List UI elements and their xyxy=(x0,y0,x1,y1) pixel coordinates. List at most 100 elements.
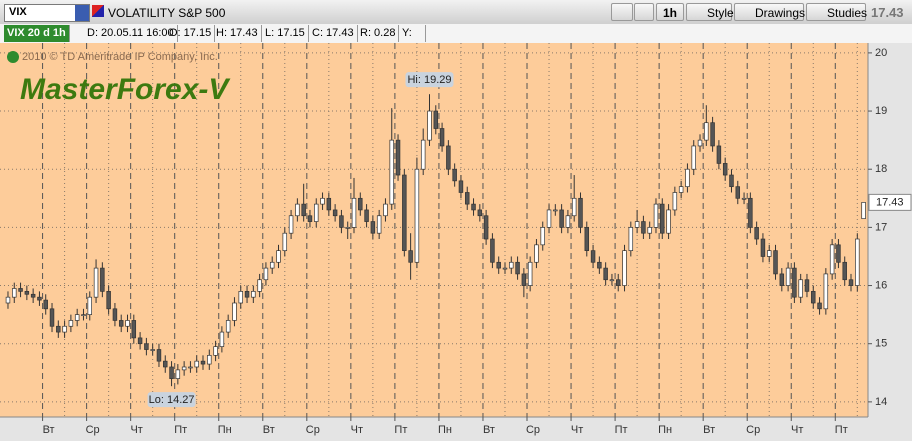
candle-body xyxy=(785,267,791,286)
x-tick-label: Ср xyxy=(86,424,100,436)
y-tick-label: 20 xyxy=(875,47,887,59)
candle-body xyxy=(100,267,105,292)
x-tick-label: Пт xyxy=(615,424,628,436)
candle-body xyxy=(716,145,722,164)
watermark: MasterForex-V xyxy=(20,73,231,106)
drawing-tool-button[interactable] xyxy=(611,3,633,21)
candle-body xyxy=(748,197,753,228)
x-tick-label: Вт xyxy=(483,424,495,436)
x-tick-label: Пн xyxy=(218,424,232,436)
candle-body xyxy=(383,203,388,217)
candle-body xyxy=(320,197,325,205)
candle-body xyxy=(225,320,231,333)
candle-body xyxy=(30,293,36,298)
last-price: 17.43 xyxy=(871,5,904,20)
x-tick-label: Чт xyxy=(130,424,142,436)
symbol-box[interactable]: VIX xyxy=(4,4,90,22)
low-label: Lo: 14.27 xyxy=(149,394,195,406)
candle-body xyxy=(691,145,696,170)
y-tick-label: 14 xyxy=(875,396,887,408)
candle-body xyxy=(571,197,577,217)
candle-body xyxy=(43,299,48,310)
candle-body xyxy=(622,250,627,286)
description: VOLATILITY S&P 500 xyxy=(108,6,226,20)
high-label: Hi: 19.29 xyxy=(407,74,451,86)
candle-body xyxy=(527,261,533,286)
x-tick-label: Вт xyxy=(263,424,275,436)
candle-body xyxy=(351,197,357,228)
x-tick-label: Чт xyxy=(351,424,363,436)
x-tick-label: Ср xyxy=(746,424,760,436)
candle-body xyxy=(408,250,413,263)
candle-body xyxy=(603,267,608,281)
settings-button[interactable] xyxy=(634,3,654,21)
candle-body xyxy=(685,168,690,188)
candle-body xyxy=(628,227,634,251)
candle-body xyxy=(118,320,124,327)
candle-body xyxy=(314,203,319,222)
style-button[interactable]: Style xyxy=(686,3,734,21)
candle-body xyxy=(452,168,457,182)
info-yield: Y: xyxy=(399,25,426,42)
candle-body xyxy=(647,227,652,234)
candle-body xyxy=(68,320,74,327)
candle-body xyxy=(779,273,785,286)
studies-button[interactable]: Studies xyxy=(806,3,867,21)
candle-body xyxy=(509,261,514,269)
drawings-button[interactable]: Drawings xyxy=(734,3,805,21)
candle-body xyxy=(471,203,476,211)
dropdown-arrow[interactable] xyxy=(75,5,89,21)
interval-button[interactable]: 1h xyxy=(656,3,684,21)
candle-body xyxy=(634,221,640,228)
candle-body xyxy=(754,227,759,240)
x-tick-label: Вт xyxy=(43,424,55,436)
candle-body xyxy=(395,139,401,176)
candle-body xyxy=(766,250,772,257)
candle-body xyxy=(269,261,275,269)
candle-body xyxy=(483,215,489,240)
y-tick-label: 15 xyxy=(875,338,887,350)
candle-body xyxy=(402,174,407,251)
candle-body xyxy=(502,267,508,270)
candle-body xyxy=(439,128,445,147)
candle-body xyxy=(144,343,149,350)
candle-body xyxy=(722,163,728,176)
x-tick-label: Вт xyxy=(703,424,715,436)
candle-body xyxy=(295,203,300,217)
candle-body xyxy=(276,250,281,263)
candle-body xyxy=(326,197,332,211)
candle-body xyxy=(389,139,394,205)
candle-body xyxy=(760,238,766,257)
info-low: L: 17.15 xyxy=(262,25,309,42)
price-axis xyxy=(868,43,912,441)
candle-body xyxy=(93,267,99,298)
candle-body xyxy=(697,139,703,147)
candle-body xyxy=(150,349,155,351)
candle-body xyxy=(56,325,61,333)
candle-body xyxy=(169,366,174,379)
candle-body xyxy=(345,227,350,229)
candle-body xyxy=(861,202,866,220)
candle-body xyxy=(540,227,545,246)
x-tick-label: Пт xyxy=(835,424,848,436)
y-tick-label: 19 xyxy=(875,105,887,117)
candle-body xyxy=(244,291,250,298)
candle-body xyxy=(18,288,23,292)
candle-body xyxy=(804,279,810,292)
candle-body xyxy=(238,291,243,304)
candle-body xyxy=(175,369,181,379)
candle-body xyxy=(672,192,678,211)
info-close: C: 17.43 xyxy=(309,25,358,42)
candle-body xyxy=(87,296,93,315)
candle-body xyxy=(515,261,520,275)
candle-body xyxy=(609,279,615,282)
study-label: VIX 20 d 1h xyxy=(4,25,70,42)
candle-body xyxy=(741,197,747,200)
candle-body xyxy=(112,308,118,321)
candle-body xyxy=(213,346,218,356)
candle-body xyxy=(219,331,225,347)
candle-body xyxy=(590,250,596,263)
candle-body xyxy=(414,168,420,263)
candle-body xyxy=(207,354,212,365)
candle-body xyxy=(836,244,841,263)
